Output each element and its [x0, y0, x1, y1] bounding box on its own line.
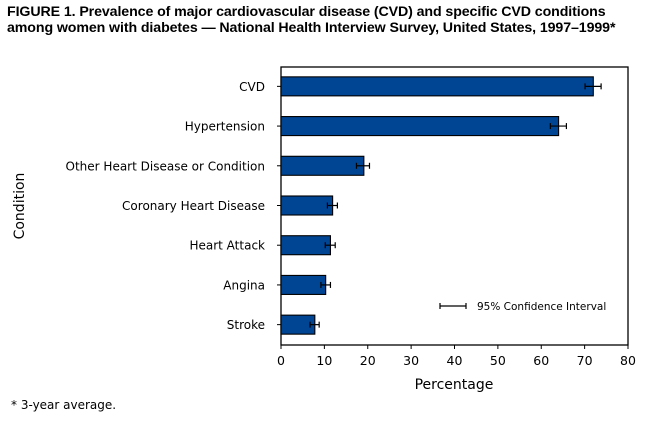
x-tick-label: 40 [447, 353, 463, 368]
category-label: Hypertension [185, 120, 265, 134]
footnote: * 3-year average. [11, 398, 117, 412]
x-tick-label: 60 [533, 353, 549, 368]
category-label: Other Heart Disease or Condition [66, 159, 265, 173]
x-tick-label: 30 [403, 353, 419, 368]
x-tick-label: 10 [316, 353, 332, 368]
legend-label: 95% Confidence Interval [477, 301, 606, 313]
bar-1 [280, 116, 560, 137]
figure-title: FIGURE 1. Prevalence of major cardiovasc… [7, 4, 616, 36]
category-label: Stroke [227, 318, 265, 332]
x-tick-label: 0 [277, 353, 285, 368]
bar-5 [280, 274, 327, 295]
bar-2 [280, 155, 365, 176]
x-tick-label: 20 [360, 353, 376, 368]
category-label: Angina [223, 278, 265, 292]
x-axis-label: Percentage [415, 377, 494, 393]
category-label: Heart Attack [189, 239, 265, 253]
x-tick-label: 50 [490, 353, 506, 368]
category-label: Coronary Heart Disease [122, 199, 265, 213]
bar-0 [280, 76, 594, 97]
x-tick-label: 80 [620, 353, 636, 368]
category-label: CVD [239, 80, 265, 94]
legend: 95% Confidence Interval [439, 301, 606, 313]
bar-3 [280, 195, 334, 216]
bar-4 [280, 235, 331, 256]
x-tick-label: 70 [577, 353, 593, 368]
y-axis-label: Condition [12, 173, 28, 240]
